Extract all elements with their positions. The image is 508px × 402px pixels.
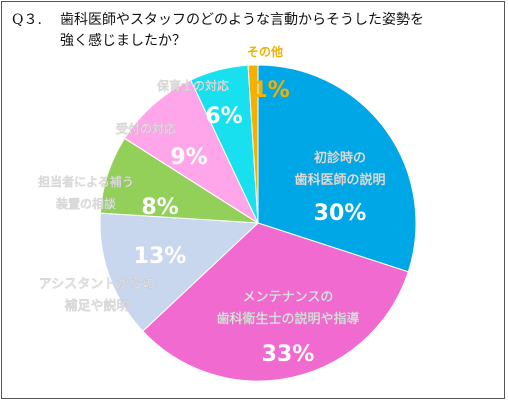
pie-slice-1 [257, 64, 417, 273]
slice-label-5-line-1: 受付の対応 [116, 121, 176, 136]
slice-label-1-line-2: 歯科医師の説明 [294, 172, 385, 188]
slice-value-4: 8% [141, 195, 178, 220]
pie-slice-2 [142, 222, 409, 382]
slice-label-7-line-1: その他 [247, 44, 283, 59]
slice-value-5: 9% [170, 145, 207, 170]
pie-slice-7 [247, 64, 259, 224]
slice-value-1: 30% [314, 201, 367, 226]
question-line-2: 強く感じましたか？ [60, 33, 186, 49]
slice-label-6-line-1: 保育士の対応 [156, 78, 229, 93]
slice-value-3: 13% [134, 244, 187, 269]
question-number: Q３. [12, 12, 42, 28]
pie-slice-3 [99, 212, 260, 332]
slice-label-3-line-1: アシスタントからの [39, 277, 155, 292]
slice-label-1-line-1: 初診時の [314, 150, 366, 166]
pie-slice-5 [123, 79, 260, 225]
slice-value-6: 6% [205, 104, 242, 129]
slice-value-7: 1% [252, 78, 289, 103]
slice-value-2: 33% [262, 342, 315, 367]
slice-label-3-line-2: 補足や説明 [63, 298, 129, 314]
question-text: Q３. 歯科医師やスタッフのどのような言動からそうした姿勢を 強く感じましたか？ [12, 10, 424, 52]
question-line-1: 歯科医師やスタッフのどのような言動からそうした姿勢を [60, 12, 424, 28]
slice-label-4-line-2: 装置の相談 [55, 196, 117, 211]
slice-label-4-line-1: 担当者による補う [38, 174, 134, 189]
slice-label-2-line-2: 歯科衛生士の説明や指導 [216, 311, 359, 327]
slice-label-2-line-1: メンテナンスの [243, 290, 334, 305]
